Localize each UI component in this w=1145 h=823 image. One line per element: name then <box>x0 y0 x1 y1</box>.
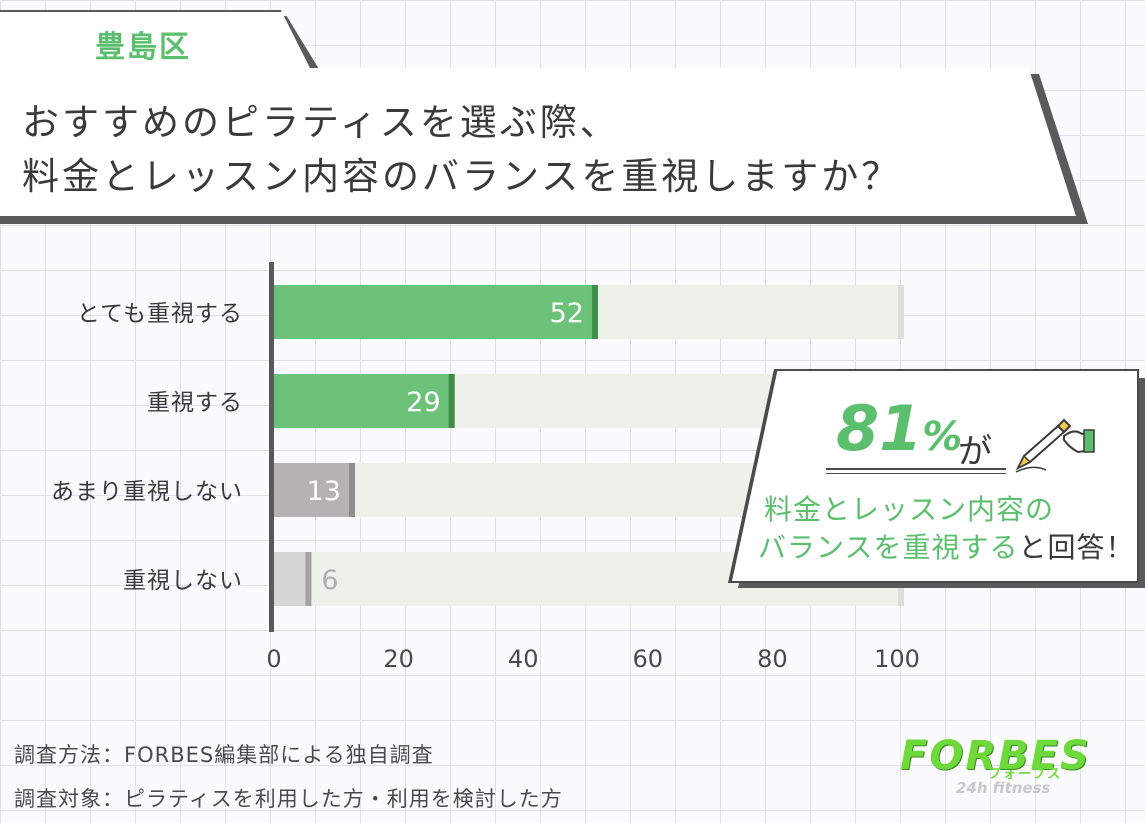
callout-line-2-highlight: バランスを重視する <box>758 531 1019 564</box>
bar-end-cap <box>305 552 312 606</box>
bar <box>274 463 355 517</box>
brand-logo: FORBES フォーブス 24h fitness <box>900 733 1110 803</box>
category-label: あまり重視しない <box>51 479 243 505</box>
callout-particle: が <box>958 432 992 472</box>
region-tag-label: 豊島区 <box>95 30 191 65</box>
bar-value-label: 6 <box>321 565 338 596</box>
bar <box>274 285 598 339</box>
x-tick-label: 40 <box>508 645 539 673</box>
question-line-1: おすすめのピラティスを選ぶ際、 <box>22 101 620 144</box>
bar-value-label: 29 <box>406 387 440 418</box>
logo-kana: フォーブス <box>988 767 1063 782</box>
callout-underline <box>826 468 1006 474</box>
pencil-icon <box>1015 418 1095 473</box>
bar-value-label: 13 <box>307 476 341 507</box>
logo-wordmark: FORBES <box>900 733 1091 779</box>
bar <box>274 374 455 428</box>
region-tag <box>0 10 312 72</box>
x-tick-label: 60 <box>633 645 664 673</box>
callout-line-2-suffix: と回答！ <box>1018 531 1135 564</box>
logo-subtitle: 24h fitness <box>956 779 1051 797</box>
survey-method: 調査方法：FORBES編集部による独自調査 <box>14 743 434 767</box>
x-tick-label: 100 <box>874 645 920 673</box>
callout-line-1: 料金とレッスン内容の <box>764 493 1055 526</box>
bar-track-edge <box>898 285 904 339</box>
y-axis-line <box>269 262 274 632</box>
x-tick-label: 20 <box>383 645 414 673</box>
question-line-2: 料金とレッスン内容のバランスを重視しますか？ <box>22 155 902 198</box>
category-label: 重視する <box>147 390 243 416</box>
survey-target: 調査対象：ピラティスを利用した方・利用を検討した方 <box>14 787 563 811</box>
callout-percent-value: 81 <box>836 392 923 465</box>
x-tick-label: 0 <box>266 645 281 673</box>
bar-end-cap <box>591 285 598 339</box>
category-label: とても重視する <box>77 301 243 327</box>
title-banner <box>0 68 1076 216</box>
category-label: 重視しない <box>123 568 243 594</box>
bar-value-label: 52 <box>550 298 584 329</box>
bar-end-cap <box>348 463 355 517</box>
callout-line-2: バランスを重視すると回答！ <box>758 526 1134 566</box>
callout-box <box>732 371 1137 581</box>
bar <box>274 552 312 606</box>
callout-percent: 81% <box>836 392 962 465</box>
x-tick-label: 80 <box>757 645 788 673</box>
bar-end-cap <box>448 374 455 428</box>
callout-percent-sign: % <box>922 414 963 460</box>
